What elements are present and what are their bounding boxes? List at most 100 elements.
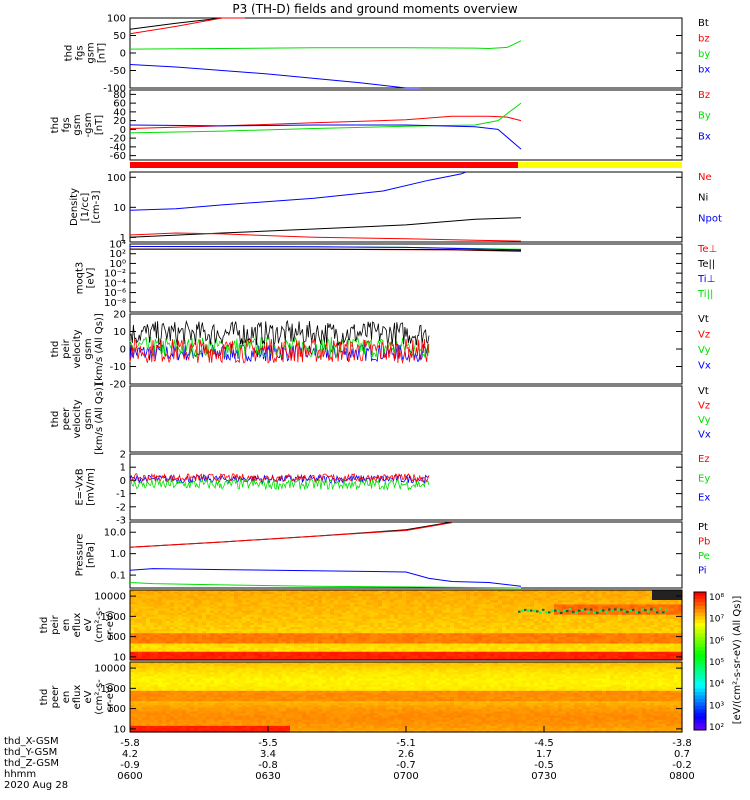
- spectrogram-cell: [418, 651, 423, 655]
- spectrogram-cell: [306, 594, 311, 597]
- spectrogram-cell: [534, 631, 539, 634]
- spectrogram-cell: [194, 612, 199, 616]
- spectrogram-cell: [622, 620, 627, 624]
- spectrogram-cell: [606, 596, 611, 599]
- spectrogram-cell: [170, 647, 175, 651]
- spectrogram-cell: [538, 625, 543, 628]
- spectrogram-cell: [166, 604, 171, 608]
- spectrogram-cell: [134, 618, 139, 622]
- spectrogram-cell: [334, 631, 339, 634]
- spectrogram-cell: [154, 641, 159, 645]
- spectrogram-cell: [266, 635, 271, 638]
- spectrogram-cell: [522, 647, 527, 651]
- spectrogram-band: [602, 609, 605, 612]
- spectrogram-cell: [558, 649, 563, 653]
- spectrogram-cell: [610, 639, 615, 643]
- spectrogram-cell: [182, 608, 187, 612]
- legend-Ex: Ex: [698, 493, 710, 504]
- spectrogram-cell: [538, 643, 543, 647]
- spectrogram-cell: [482, 614, 487, 618]
- spectrogram-cell: [534, 645, 539, 649]
- spectrogram-cell: [354, 657, 359, 661]
- spectrogram-cell: [502, 631, 507, 634]
- spectrogram-cell: [202, 612, 207, 616]
- spectrogram-cell: [358, 600, 363, 603]
- series-Ez: [129, 472, 430, 484]
- spectrogram-cell: [562, 590, 567, 593]
- spectrogram-cell: [454, 616, 459, 620]
- y-axis-label: en: [61, 619, 72, 632]
- spectrogram-cell: [306, 590, 311, 593]
- spectrogram-cell: [402, 639, 407, 643]
- spectrogram-cell: [178, 657, 183, 661]
- spectrogram-cell: [318, 643, 323, 647]
- spectrogram-cell: [346, 600, 351, 603]
- spectrogram-cell: [326, 649, 331, 653]
- spectrogram-cell: [638, 602, 643, 606]
- spectrogram-cell: [358, 629, 363, 632]
- spectrogram-cell: [166, 612, 171, 616]
- spectrogram-cell: [614, 655, 619, 659]
- legend-Vt: Vt: [698, 386, 709, 397]
- spectrogram-cell: [550, 657, 555, 661]
- spectrogram-cell: [574, 598, 579, 601]
- spectrogram-cell: [570, 594, 575, 597]
- series-Ne: [129, 232, 522, 242]
- spectrogram-cell: [362, 622, 367, 626]
- spectrogram-cell: [502, 590, 507, 593]
- spectrogram-cell: [326, 657, 331, 661]
- spectrogram-cell: [630, 610, 635, 614]
- spectrogram-cell: [378, 616, 383, 620]
- spectrogram-cell: [622, 616, 627, 620]
- spectrogram-cell: [326, 651, 331, 655]
- spectrogram-cell: [558, 622, 563, 626]
- spectrogram-cell: [386, 594, 391, 597]
- spectrogram-cell: [534, 635, 539, 638]
- spectrogram-cell: [574, 657, 579, 661]
- spectrogram-cell: [322, 608, 327, 612]
- spectrogram-cell: [262, 590, 267, 593]
- spectrogram-cell: [138, 604, 143, 608]
- spectrogram-cell: [134, 649, 139, 653]
- spectrogram-cell: [562, 616, 567, 620]
- spectrogram-cell: [486, 641, 491, 645]
- spectrogram-cell: [622, 647, 627, 651]
- spectrogram-cell: [314, 612, 319, 616]
- spectrogram-cell: [350, 627, 355, 630]
- spectrogram-cell: [386, 600, 391, 603]
- spectrogram-cell: [558, 608, 563, 612]
- spectrogram-cell: [186, 651, 191, 655]
- spectrogram-cell: [158, 610, 163, 614]
- spectrogram-cell: [134, 606, 139, 610]
- spectrogram-cell: [318, 618, 323, 622]
- spectrogram-cell: [254, 643, 259, 647]
- spectrogram-cell: [310, 608, 315, 612]
- spectrogram-cell: [522, 633, 527, 636]
- spectrogram-cell: [162, 596, 167, 599]
- spectrogram-cell: [166, 614, 171, 618]
- spectrogram-cell: [246, 645, 251, 649]
- series-Pb: [129, 522, 453, 548]
- spectrogram-cell: [514, 594, 519, 597]
- spectrogram-cell: [514, 604, 519, 608]
- spectrogram-cell: [234, 608, 239, 612]
- spectrogram-cell: [138, 657, 143, 661]
- spectrogram-cell: [242, 600, 247, 603]
- spectrogram-cell: [342, 631, 347, 634]
- spectrogram-cell: [558, 592, 563, 595]
- spectrogram-cell: [478, 633, 483, 636]
- spectrogram-cell: [186, 612, 191, 616]
- spectrogram-cell: [642, 622, 647, 626]
- spectrogram-cell: [386, 610, 391, 614]
- spectrogram-cell: [438, 604, 443, 608]
- spectrogram-cell: [462, 602, 467, 606]
- spectrogram-cell: [674, 622, 679, 626]
- spectrogram-cell: [666, 641, 671, 645]
- spectrogram-cell: [210, 627, 215, 630]
- spectrogram-cell: [242, 643, 247, 647]
- spectrogram-cell: [634, 594, 639, 597]
- spectrogram-cell: [310, 643, 315, 647]
- spectrogram-cell: [454, 629, 459, 632]
- spectrogram-cell: [242, 596, 247, 599]
- spectrogram-cell: [526, 616, 531, 620]
